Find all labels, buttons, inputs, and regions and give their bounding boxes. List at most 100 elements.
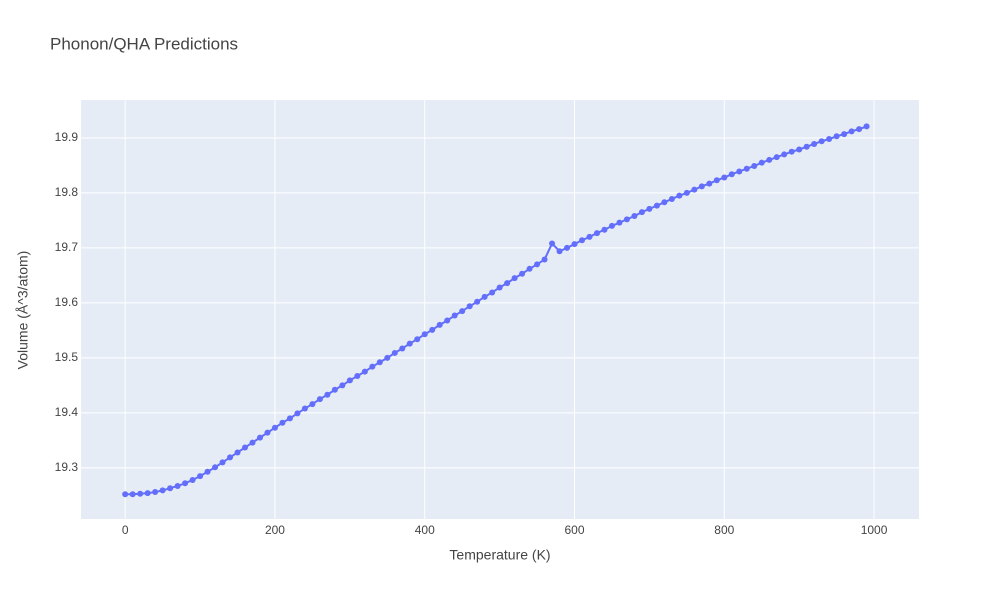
y-tick-label: 19.7 xyxy=(55,240,79,254)
data-point xyxy=(519,270,526,277)
data-point xyxy=(601,226,608,233)
data-point xyxy=(706,180,713,187)
data-point xyxy=(421,331,428,338)
data-point xyxy=(646,205,653,212)
data-point xyxy=(294,410,301,417)
data-point xyxy=(623,216,630,223)
data-point xyxy=(728,171,735,178)
data-point xyxy=(758,159,765,166)
data-point xyxy=(309,401,316,408)
x-axis-title: Temperature (K) xyxy=(449,547,550,563)
data-point xyxy=(811,140,818,147)
data-point xyxy=(122,491,129,498)
data-point xyxy=(818,138,825,145)
data-point xyxy=(234,449,241,456)
data-point xyxy=(144,490,151,497)
data-point xyxy=(459,308,466,315)
data-point xyxy=(436,321,443,328)
y-axis-title: Volume (Å^3/atom) xyxy=(15,251,31,370)
data-point xyxy=(256,434,263,441)
y-tick-label: 19.4 xyxy=(55,405,79,419)
data-point xyxy=(833,133,840,140)
data-point xyxy=(661,199,668,206)
data-point xyxy=(743,165,750,172)
data-point xyxy=(736,168,743,175)
data-point xyxy=(137,490,144,497)
data-point xyxy=(826,136,833,143)
data-point xyxy=(676,192,683,199)
data-point xyxy=(489,289,496,296)
data-point xyxy=(324,391,331,398)
data-point xyxy=(391,349,398,356)
data-point xyxy=(481,293,488,300)
data-point xyxy=(474,298,481,305)
data-point xyxy=(549,240,556,247)
data-point xyxy=(496,284,503,291)
data-point xyxy=(668,195,675,202)
x-tick-label: 0 xyxy=(122,523,129,537)
x-tick-label: 600 xyxy=(564,523,584,537)
data-point xyxy=(444,317,451,324)
y-tick-label: 19.9 xyxy=(55,130,79,144)
data-point xyxy=(713,177,720,184)
x-tick-label: 1000 xyxy=(861,523,888,537)
data-point xyxy=(219,459,226,466)
data-point xyxy=(511,275,518,282)
data-point xyxy=(346,377,353,384)
data-point xyxy=(504,280,511,287)
y-tick-label: 19.3 xyxy=(55,460,79,474)
data-point xyxy=(788,148,795,155)
data-point xyxy=(316,396,323,403)
data-point xyxy=(354,373,361,380)
y-tick-label: 19.8 xyxy=(55,185,79,199)
data-point xyxy=(556,248,563,255)
data-point xyxy=(242,444,249,451)
data-point xyxy=(766,156,773,163)
data-point xyxy=(691,186,698,193)
data-point xyxy=(781,151,788,158)
data-line xyxy=(125,125,867,496)
data-point xyxy=(429,326,436,333)
data-point xyxy=(301,405,308,412)
data-point xyxy=(638,209,645,216)
data-point xyxy=(631,213,638,220)
data-point xyxy=(129,491,136,498)
data-point xyxy=(856,126,863,133)
data-point xyxy=(751,162,758,169)
data-point xyxy=(227,454,234,461)
chart-title: Phonon/QHA Predictions xyxy=(50,34,238,53)
data-point xyxy=(803,143,810,150)
data-point xyxy=(331,386,338,393)
plot-area xyxy=(81,100,919,519)
x-tick-label: 800 xyxy=(714,523,734,537)
data-point xyxy=(279,419,286,426)
data-point xyxy=(204,468,211,475)
data-point xyxy=(271,424,278,431)
x-tick-label: 400 xyxy=(415,523,435,537)
data-point xyxy=(384,354,391,361)
data-point xyxy=(167,485,174,492)
data-point xyxy=(841,131,848,138)
data-point xyxy=(249,439,256,446)
data-point xyxy=(534,261,541,268)
y-tick-label: 19.5 xyxy=(55,350,79,364)
data-point xyxy=(406,340,413,347)
data-point xyxy=(189,476,196,483)
data-point xyxy=(339,382,346,389)
data-point xyxy=(698,183,705,190)
data-point xyxy=(653,202,660,209)
data-point xyxy=(369,363,376,370)
data-point xyxy=(466,303,473,310)
data-point xyxy=(361,368,368,375)
data-point xyxy=(564,244,571,251)
data-point xyxy=(174,483,181,490)
data-point xyxy=(159,487,166,494)
data-point xyxy=(197,473,204,480)
data-point xyxy=(264,429,271,436)
data-point xyxy=(571,241,578,248)
data-point xyxy=(414,336,421,343)
data-point xyxy=(152,489,159,496)
data-point xyxy=(721,174,728,181)
